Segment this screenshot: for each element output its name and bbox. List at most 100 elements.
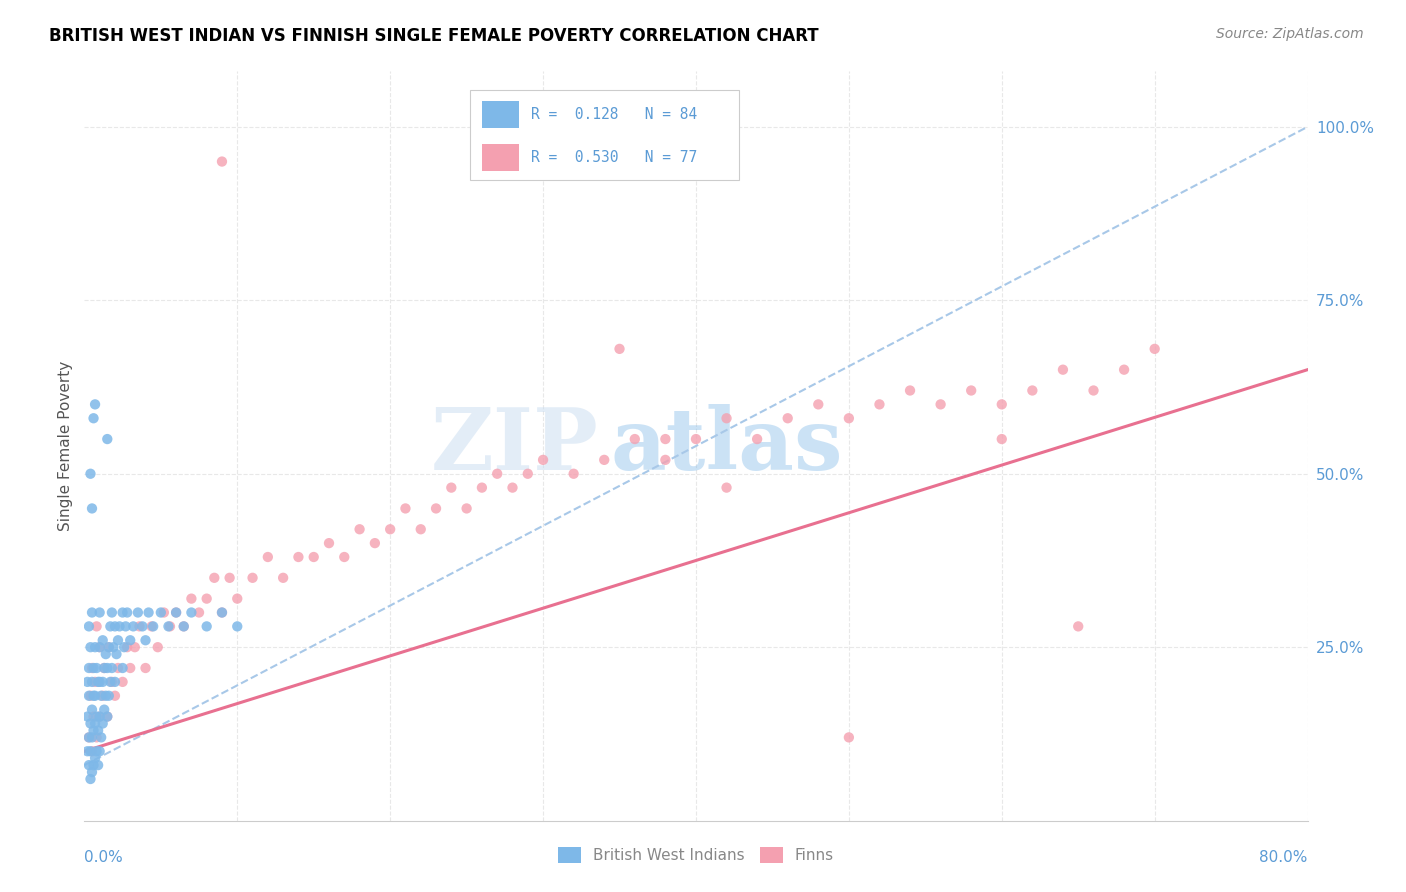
Point [486,467,509,481]
Point [202,571,225,585]
Point [159,619,181,633]
Point [89,674,111,689]
Point [146,640,169,655]
Point [83,689,105,703]
Point [79,772,101,786]
Text: Source: ZipAtlas.com: Source: ZipAtlas.com [1216,27,1364,41]
Point [77,731,100,745]
Point [83,758,105,772]
Point [77,689,100,703]
Point [83,411,105,425]
Point [157,619,180,633]
Point [898,384,921,398]
Text: atlas: atlas [610,404,842,488]
Text: BRITISH WEST INDIAN VS FINNISH SINGLE FEMALE POVERTY CORRELATION CHART: BRITISH WEST INDIAN VS FINNISH SINGLE FE… [49,27,818,45]
Point [103,640,125,655]
Point [80,606,103,620]
Point [107,633,129,648]
Point [654,453,676,467]
Point [91,674,114,689]
Point [77,619,100,633]
Point [747,432,769,446]
Point [94,647,117,661]
Point [131,619,153,633]
Point [135,661,157,675]
Point [226,591,249,606]
Point [318,536,340,550]
Point [991,432,1014,446]
Point [135,633,157,648]
Point [165,606,187,620]
Point [80,744,103,758]
Point [257,549,280,564]
Point [111,674,134,689]
Point [97,689,120,703]
Point [96,709,118,723]
Point [80,501,103,516]
Point [1052,362,1074,376]
Point [101,661,124,675]
Point [502,481,524,495]
Point [79,716,101,731]
Point [86,744,108,758]
Point [83,709,105,723]
Point [89,640,111,655]
Point [138,606,160,620]
Point [80,731,103,745]
Point [120,661,142,675]
Point [188,606,211,620]
Point [456,501,478,516]
Point [364,536,387,550]
Point [776,411,799,425]
Bar [482,144,519,171]
Point [89,606,111,620]
Point [76,744,98,758]
Point [380,522,402,536]
Point [84,674,107,689]
Point [716,411,738,425]
Point [84,689,107,703]
Point [80,765,103,780]
Point [79,640,101,655]
Point [333,549,356,564]
Point [97,640,120,655]
Point [77,661,100,675]
Point [242,571,264,585]
Point [149,606,172,620]
Point [111,661,134,675]
Point [98,619,121,633]
Point [104,674,127,689]
Point [89,709,111,723]
Point [111,606,134,620]
Point [165,606,187,620]
Point [838,731,860,745]
Point [83,661,105,675]
Point [180,591,202,606]
Point [93,703,115,717]
Point [1067,619,1090,633]
Point [141,619,163,633]
Point [180,606,202,620]
Point [654,432,676,446]
Point [86,709,108,723]
Point [86,661,108,675]
Bar [482,102,519,128]
Point [86,731,108,745]
Point [93,661,115,675]
Point [516,467,538,481]
Point [104,619,127,633]
Point [89,640,111,655]
Point [609,342,631,356]
Point [838,411,860,425]
Point [124,640,146,655]
Point [108,619,131,633]
Text: R =  0.128   N = 84: R = 0.128 N = 84 [531,107,697,122]
Point [80,674,103,689]
Point [84,751,107,765]
Point [991,397,1014,411]
Point [173,619,195,633]
Point [211,154,233,169]
Point [77,758,100,772]
Point [96,661,118,675]
Point [593,453,616,467]
